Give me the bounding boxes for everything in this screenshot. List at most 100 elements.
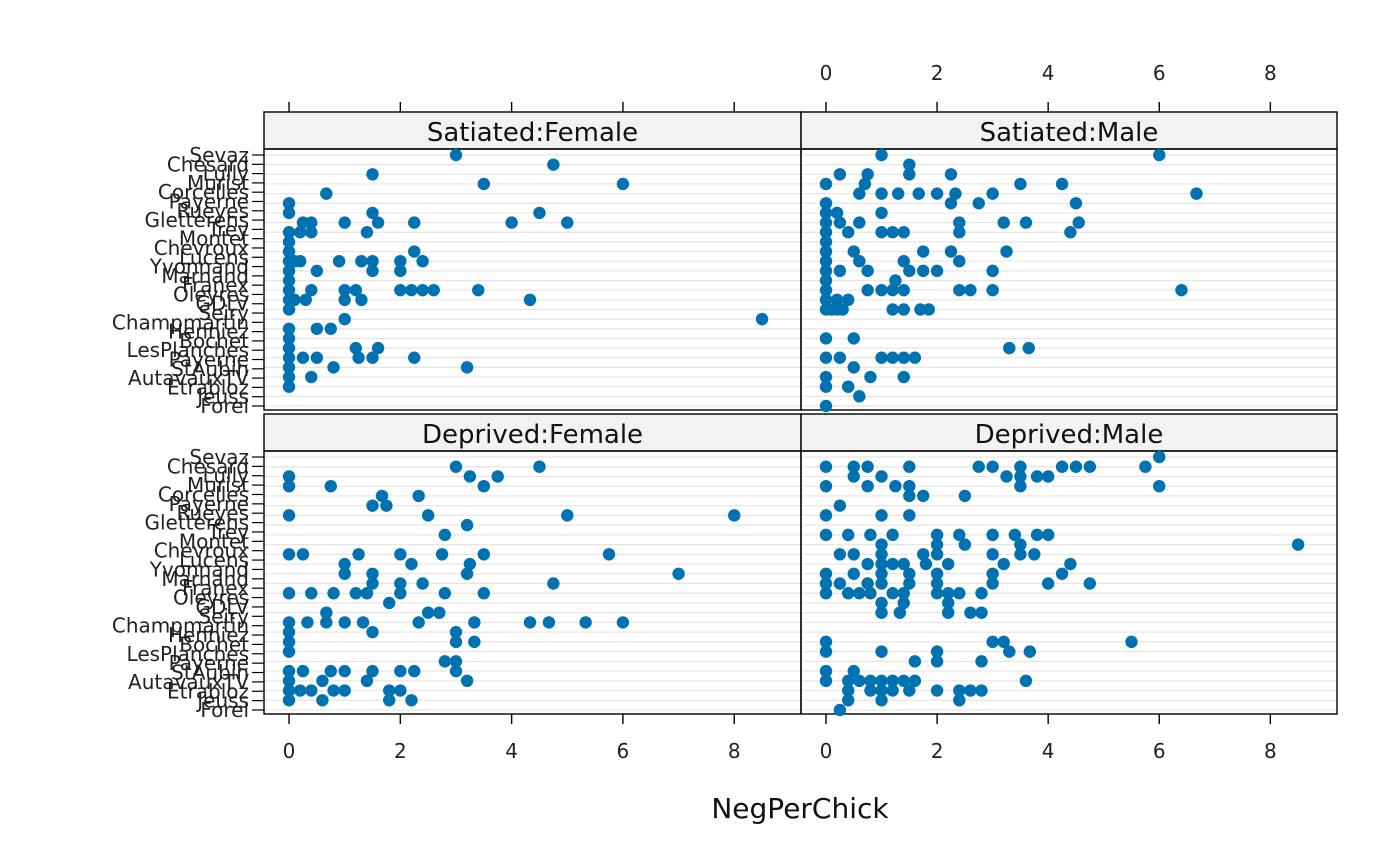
point-deprived-male [953, 694, 966, 707]
point-deprived-male [819, 577, 833, 590]
point-deprived-female [366, 577, 379, 590]
point-deprived-male [819, 509, 833, 522]
point-satiated-male [1175, 283, 1188, 297]
point-deprived-female [356, 616, 370, 629]
point-deprived-male [1019, 674, 1033, 688]
point-deprived-female [463, 557, 477, 571]
point-deprived-male [941, 606, 955, 619]
point-deprived-female [533, 460, 546, 473]
point-deprived-male [930, 684, 944, 697]
point-deprived-male [842, 587, 855, 600]
point-deprived-male [819, 479, 833, 493]
y-tick-label: Yvonnand [149, 557, 249, 581]
y-tick-label: Montet [179, 227, 249, 251]
y-tick-label: Payerne [169, 651, 249, 675]
x-tick-label: 2 [931, 61, 944, 85]
point-deprived-female [416, 577, 429, 590]
x-tick-label: 0 [820, 61, 833, 85]
y-tick-label: Oleyres [173, 282, 249, 306]
point-satiated-female [282, 235, 296, 249]
point-satiated-female [366, 168, 379, 181]
point-deprived-male [833, 548, 847, 561]
point-deprived-female [282, 479, 296, 493]
point-satiated-male [830, 206, 844, 220]
y-tick-label: Gletterens [144, 208, 249, 232]
point-satiated-female [355, 293, 368, 307]
point-deprived-male [1055, 567, 1069, 580]
point-deprived-male [875, 470, 888, 483]
point-deprived-female [338, 567, 351, 580]
y-tick-label: LesPlanches [127, 642, 249, 666]
point-satiated-male [875, 148, 888, 162]
point-satiated-female [282, 351, 296, 364]
point-satiated-female [296, 351, 310, 364]
point-deprived-male [953, 684, 966, 697]
point-satiated-male [886, 226, 899, 239]
point-deprived-female [352, 548, 365, 561]
point-satiated-male [953, 283, 966, 297]
strip-label-deprived-male: Deprived:Male [975, 420, 1164, 450]
point-satiated-female [755, 312, 769, 326]
point-deprived-female [282, 694, 296, 707]
point-deprived-male [958, 538, 972, 551]
point-satiated-male [1153, 148, 1166, 162]
point-deprived-female [380, 499, 393, 512]
point-deprived-male [1041, 470, 1055, 483]
point-satiated-female [523, 293, 537, 307]
point-deprived-female [468, 616, 481, 629]
point-deprived-male [1030, 470, 1044, 483]
y-tick-label: StAubin [171, 357, 249, 381]
point-satiated-male [1022, 341, 1035, 355]
point-satiated-female [355, 254, 368, 268]
point-deprived-male [875, 606, 888, 619]
point-satiated-female [310, 351, 324, 364]
point-satiated-female [324, 322, 337, 335]
point-satiated-female [327, 361, 340, 374]
point-deprived-female [360, 587, 374, 600]
point-deprived-female [438, 587, 452, 600]
point-satiated-male [986, 264, 999, 278]
point-deprived-male [875, 694, 888, 707]
point-deprived-male [930, 567, 944, 580]
y-tick-label: Montet [179, 529, 249, 553]
point-satiated-male [903, 168, 916, 181]
point-deprived-male [1069, 460, 1083, 473]
point-satiated-male [875, 187, 888, 200]
point-satiated-female [332, 254, 346, 268]
point-satiated-male [819, 235, 833, 249]
y-tick-label: Rueyes [176, 501, 249, 525]
point-satiated-male [944, 197, 958, 210]
point-satiated-female [408, 351, 421, 364]
point-satiated-male [847, 245, 860, 258]
point-deprived-male [861, 460, 874, 473]
point-deprived-male [941, 557, 955, 571]
point-satiated-male [864, 370, 877, 384]
x-tick-label: 8 [728, 739, 741, 763]
point-deprived-male [986, 548, 999, 561]
point-satiated-female [408, 216, 421, 229]
point-deprived-male [875, 596, 888, 610]
x-tick-label: 0 [283, 739, 296, 763]
point-deprived-male [1014, 470, 1027, 483]
y-tick-label: GDLV [195, 595, 249, 619]
point-satiated-male [819, 245, 833, 258]
y-tick-label: Etrabloz [167, 679, 249, 703]
point-satiated-male [1003, 341, 1016, 355]
point-deprived-male [893, 606, 907, 619]
point-deprived-male [953, 587, 966, 600]
point-deprived-male [930, 548, 944, 561]
point-satiated-female [349, 283, 363, 297]
point-deprived-female [449, 655, 463, 668]
point-satiated-male [897, 370, 910, 384]
point-satiated-female [533, 206, 546, 220]
point-satiated-male [819, 177, 833, 191]
y-tick-label: Chesard [167, 454, 249, 478]
point-satiated-male [842, 293, 855, 307]
point-deprived-male [819, 645, 833, 658]
point-deprived-male [916, 489, 930, 503]
point-deprived-female [449, 664, 463, 678]
point-deprived-male [861, 557, 874, 571]
point-satiated-male [916, 245, 930, 258]
strip-label-deprived-female: Deprived:Female [422, 420, 643, 450]
point-satiated-male [819, 332, 833, 345]
